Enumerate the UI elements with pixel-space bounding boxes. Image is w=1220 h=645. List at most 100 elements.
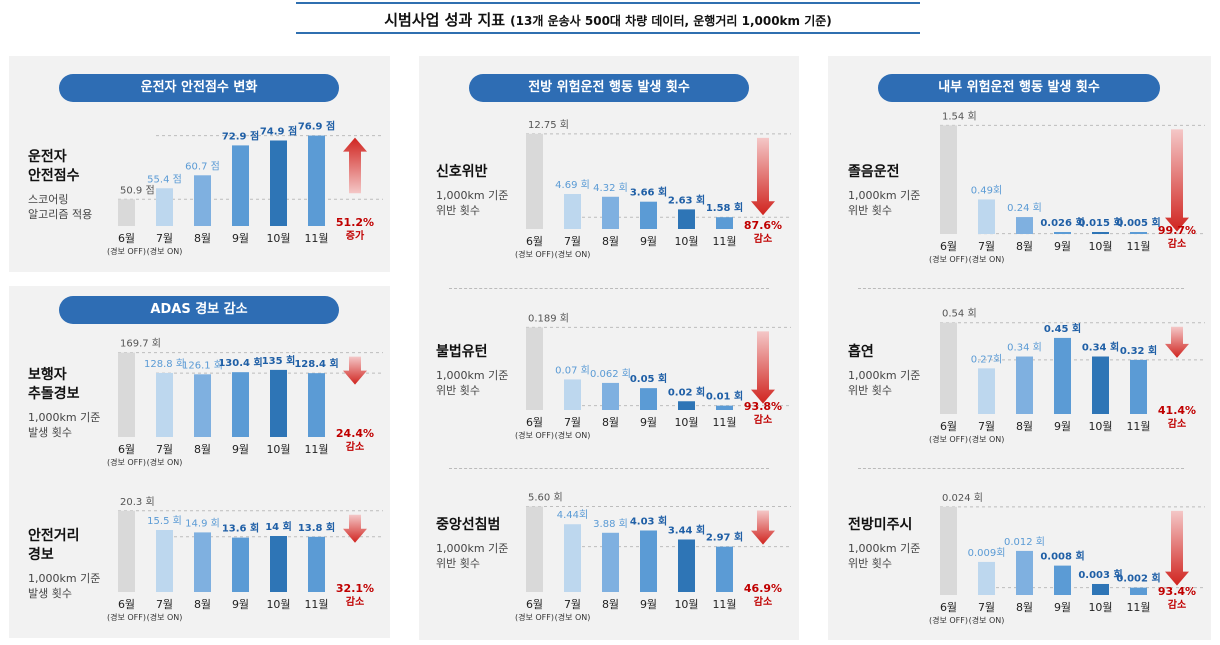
category-label-3: 9월 bbox=[1054, 601, 1071, 614]
value-label-5: 0.32 회 bbox=[1120, 344, 1157, 357]
category-label-4: 10월 bbox=[266, 598, 290, 611]
bar-5 bbox=[716, 217, 733, 229]
category-note-0: (경보 OFF) bbox=[929, 254, 968, 264]
category-label-5: 11월 bbox=[1126, 420, 1150, 433]
bar-5 bbox=[716, 546, 733, 592]
bar-0 bbox=[940, 322, 957, 414]
category-label-4: 10월 bbox=[674, 598, 698, 611]
value-label-4: 0.34 회 bbox=[1082, 341, 1119, 354]
bar-3 bbox=[232, 145, 249, 226]
category-note-1: (경보 ON) bbox=[147, 457, 183, 467]
separator-forward-2 bbox=[449, 468, 769, 469]
value-label-3: 0.45 회 bbox=[1044, 322, 1081, 335]
metric-name: 운전자 안전점수 bbox=[28, 149, 80, 184]
page-title-subtitle: (13개 운송사 500대 차량 데이터, 운행거리 1,000km 기준) bbox=[510, 14, 832, 28]
bar-0 bbox=[526, 506, 543, 592]
bar-4 bbox=[270, 369, 287, 437]
decrease-arrow-icon bbox=[1165, 510, 1189, 586]
change-percent: 24.4% bbox=[336, 427, 374, 440]
page-title-box: 시범사업 성과 지표 (13개 운송사 500대 차량 데이터, 운행거리 1,… bbox=[296, 2, 920, 34]
bar-3 bbox=[640, 388, 657, 410]
bar-2 bbox=[602, 382, 619, 410]
category-label-2: 8월 bbox=[194, 232, 211, 245]
category-label-3: 9월 bbox=[640, 598, 657, 611]
category-label-0: 6월 bbox=[526, 235, 543, 248]
bar-2 bbox=[602, 532, 619, 592]
bar-0 bbox=[118, 510, 135, 592]
metric-desc: 1,000km 기준 발생 횟수 bbox=[28, 411, 101, 439]
panel-internal bbox=[828, 56, 1211, 640]
category-label-5: 11월 bbox=[712, 235, 736, 248]
value-label-4: 0.015 회 bbox=[1078, 216, 1122, 229]
change-word: 감소 bbox=[1168, 418, 1186, 430]
category-label-0: 6월 bbox=[526, 598, 543, 611]
value-label-3: 0.05 회 bbox=[630, 372, 667, 385]
change-word: 감소 bbox=[754, 596, 772, 608]
bar-3 bbox=[232, 372, 249, 437]
bar-4 bbox=[1092, 356, 1109, 414]
category-label-3: 9월 bbox=[640, 235, 657, 248]
category-note-1: (경보 ON) bbox=[555, 249, 591, 259]
bar-4 bbox=[1092, 583, 1109, 595]
category-note-0: (경보 OFF) bbox=[515, 612, 554, 622]
category-label-1: 7월 bbox=[156, 232, 173, 245]
value-label-0: 169.7 회 bbox=[120, 338, 161, 350]
category-label-4: 10월 bbox=[674, 235, 698, 248]
value-label-2: 0.24 회 bbox=[1007, 202, 1042, 214]
value-label-0: 12.75 회 bbox=[528, 119, 569, 131]
change-percent: 93.4% bbox=[1158, 585, 1196, 598]
metric-desc: 스코어링 알고리즘 적용 bbox=[28, 193, 93, 221]
value-label-1: 4.44회 bbox=[557, 509, 588, 521]
page-title-main: 시범사업 성과 지표 bbox=[384, 11, 506, 29]
category-label-1: 7월 bbox=[564, 235, 581, 248]
change-percent: 51.2% bbox=[336, 216, 374, 229]
value-label-3: 0.008 회 bbox=[1040, 550, 1084, 563]
category-label-3: 9월 bbox=[232, 443, 249, 456]
bar-5 bbox=[1130, 587, 1147, 595]
category-note-0: (경보 OFF) bbox=[929, 615, 968, 625]
value-label-0: 0.189 회 bbox=[528, 312, 569, 324]
category-label-2: 8월 bbox=[1016, 601, 1033, 614]
category-label-3: 9월 bbox=[1054, 420, 1071, 433]
category-label-2: 8월 bbox=[602, 235, 619, 248]
bar-3 bbox=[1054, 232, 1071, 234]
separator-forward-1 bbox=[449, 288, 769, 289]
change-word: 감소 bbox=[754, 233, 772, 245]
decrease-arrow-icon bbox=[751, 137, 775, 216]
metric-label-forward-gaze: 전방미주시 1,000km 기준 위반 횟수 bbox=[848, 516, 920, 571]
category-label-2: 8월 bbox=[602, 416, 619, 429]
value-label-5: 128.4 회 bbox=[294, 357, 338, 370]
value-label-5: 0.005 회 bbox=[1116, 216, 1160, 229]
category-label-0: 6월 bbox=[940, 240, 957, 253]
category-label-2: 8월 bbox=[1016, 240, 1033, 253]
value-label-2: 0.34 회 bbox=[1007, 342, 1042, 354]
change-percent: 99.7% bbox=[1158, 224, 1196, 237]
value-label-2: 126.1 회 bbox=[182, 359, 223, 371]
value-label-1: 55.4 점 bbox=[147, 173, 182, 185]
bar-5 bbox=[308, 373, 325, 437]
category-label-2: 8월 bbox=[194, 598, 211, 611]
change-word: 감소 bbox=[346, 596, 364, 608]
bar-1 bbox=[156, 188, 173, 226]
page-title: 시범사업 성과 지표 (13개 운송사 500대 차량 데이터, 운행거리 1,… bbox=[296, 9, 920, 30]
value-label-2: 60.7 점 bbox=[185, 160, 220, 172]
bar-3 bbox=[1054, 565, 1071, 595]
category-note-0: (경보 OFF) bbox=[515, 430, 554, 440]
metric-desc: 1,000km 기준 발생 횟수 bbox=[28, 572, 101, 600]
value-label-2: 14.9 회 bbox=[185, 517, 220, 529]
bar-0 bbox=[526, 133, 543, 229]
bar-5 bbox=[1130, 232, 1147, 234]
value-label-1: 128.8 회 bbox=[144, 358, 185, 370]
value-label-0: 1.54 회 bbox=[942, 110, 977, 122]
decrease-arrow-icon bbox=[751, 331, 775, 404]
value-label-2: 4.32 회 bbox=[593, 182, 628, 194]
metric-label-centerline: 중앙선침범 1,000km 기준 위반 횟수 bbox=[436, 516, 508, 571]
value-label-1: 0.27회 bbox=[971, 353, 1002, 365]
value-label-1: 0.49회 bbox=[971, 184, 1002, 196]
category-label-1: 7월 bbox=[978, 420, 995, 433]
value-label-2: 0.012 회 bbox=[1004, 536, 1045, 548]
category-label-4: 10월 bbox=[266, 443, 290, 456]
bar-1 bbox=[978, 199, 995, 234]
section-pill-internal: 내부 위험운전 행동 발생 횟수 bbox=[878, 74, 1160, 102]
